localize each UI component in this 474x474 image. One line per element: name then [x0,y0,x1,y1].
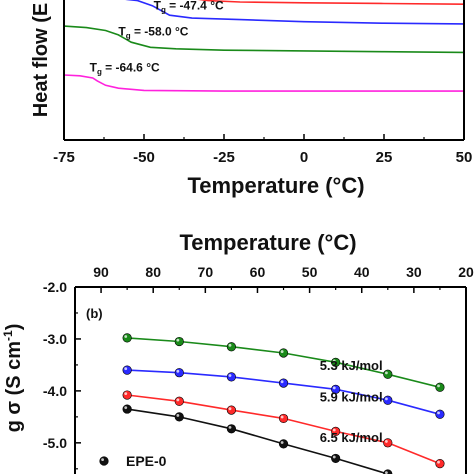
data-point-s1-5 [383,395,393,405]
data-point-s0-5 [383,369,393,379]
data-point-highlight [124,392,128,396]
data-point-s1-2 [226,372,236,382]
data-point-highlight [176,338,180,342]
panel-b-label: (b) [86,306,103,321]
data-point-s2-5 [383,438,393,448]
panel-a-dsc: -75 -50 -25 0 25 50 Tg = -47.4 °C Tg = -58.0 °C… [30,0,472,198]
data-point-highlight [228,426,232,429]
activation-energy-label-0: 5.3 kJ/mol [320,358,383,373]
data-point-s1-0 [122,365,132,375]
panel-a-x-tick-label: -25 [213,149,235,166]
data-point-highlight [228,343,232,347]
data-point-s0-3 [278,348,289,358]
activation-energy-label-1: 5.9 kJ/mol [320,389,383,404]
data-point-highlight [385,397,388,401]
data-point-highlight [280,415,284,419]
data-point-highlight [124,406,128,410]
panel-b-y-tick-label: -4.0 [43,383,67,399]
data-point-s3-5 [383,469,393,474]
panel-b-top-tick-label: 50 [302,264,318,280]
tg-annotation-2: Tg = -64.6 °C [90,60,160,76]
panel-b-y-axis-title: g σ (S cm-1) [1,324,25,433]
data-point-highlight [332,359,336,363]
data-point-highlight [280,350,284,353]
legend-label: EPE-0 [126,453,167,469]
data-point-highlight [437,460,440,464]
panel-b-top-tick-label: 30 [406,264,422,280]
dsc-curve-1 [125,0,465,25]
data-point-s1-3 [278,378,289,388]
panel-a-x-tick-label: 25 [376,149,393,166]
data-point-s0-6 [435,382,445,392]
panel-b-y-tick-label: -5.0 [43,435,67,451]
data-point-s0-1 [174,336,184,347]
data-point-s1-1 [174,368,184,378]
panel-b-top-tick-label: 70 [198,264,214,280]
panel-b-y-tick-label: -3.0 [43,331,67,347]
data-point-s2-0 [122,390,132,400]
data-point-s0-2 [226,342,236,352]
tg-annotation-1: Tg = -58.0 °C [118,25,188,41]
tg-annotation-0: Tg = -47.4 °C [154,0,224,14]
panel-b-top-tick-label: 60 [250,264,266,280]
panel-a-x-tick-label: -50 [133,149,155,166]
data-point-s2-3 [278,413,289,424]
data-point-s2-1 [174,396,184,406]
data-point-highlight [385,471,388,474]
data-point-highlight [228,407,232,411]
data-point-s3-0 [122,404,132,414]
data-point-highlight [332,428,336,432]
data-point-highlight [385,371,388,375]
data-point-s2-2 [226,405,236,415]
panel-b-top-tick-label: 40 [354,264,370,280]
data-point-highlight [124,335,128,338]
panel-b-x-axis-title: Temperature (°C) [179,230,356,255]
data-point-s0-0 [122,333,132,343]
panel-a-x-tick-label: 50 [456,149,473,166]
data-point-highlight [437,384,440,388]
panel-b-top-tick-label: 90 [93,264,109,280]
fit-line-3 [126,408,389,474]
data-point-highlight [385,440,388,443]
data-point-highlight [280,380,284,384]
panel-a-x-axis-title: Temperature (°C) [187,173,364,198]
data-point-s2-6 [435,459,445,469]
panel-a-x-tick-label: 0 [300,149,308,166]
data-point-highlight [228,374,232,377]
data-point-s3-4 [331,453,341,464]
data-point-s1-6 [435,409,445,419]
dsc-curve-2 [63,25,465,54]
data-point-s3-2 [226,424,236,434]
dsc-curve-0 [197,0,465,5]
data-point-highlight [176,398,180,402]
fit-line-1 [127,369,441,416]
data-point-s3-1 [174,412,184,422]
data-point-highlight [280,441,284,444]
data-point-s3-3 [278,439,289,449]
data-point-highlight [176,414,180,417]
panel-a-x-tick-label: -75 [53,149,75,166]
panel-b-top-tick-label: 80 [145,264,161,280]
panel-a-y-axis-title: Heat flow (E [30,3,52,117]
data-point-highlight [176,369,180,373]
data-point-highlight [332,386,336,390]
data-point-highlight [332,455,336,459]
data-point-highlight [437,411,440,415]
legend-marker-highlight [101,458,104,461]
dsc-curve-3 [63,74,464,92]
panel-b-conductivity: 90 80 70 60 50 40 30 20 -2.0 -3.0 -4.0 -5.0 5.3 kJ/m… [1,230,474,474]
legend-marker [99,456,109,466]
fit-line-2 [127,394,441,465]
activation-energy-label-2: 6.5 kJ/mol [320,430,383,445]
data-point-highlight [124,367,128,371]
panel-b-y-tick-label: -2.0 [43,279,67,295]
panel-b-top-tick-label: 20 [458,264,474,280]
